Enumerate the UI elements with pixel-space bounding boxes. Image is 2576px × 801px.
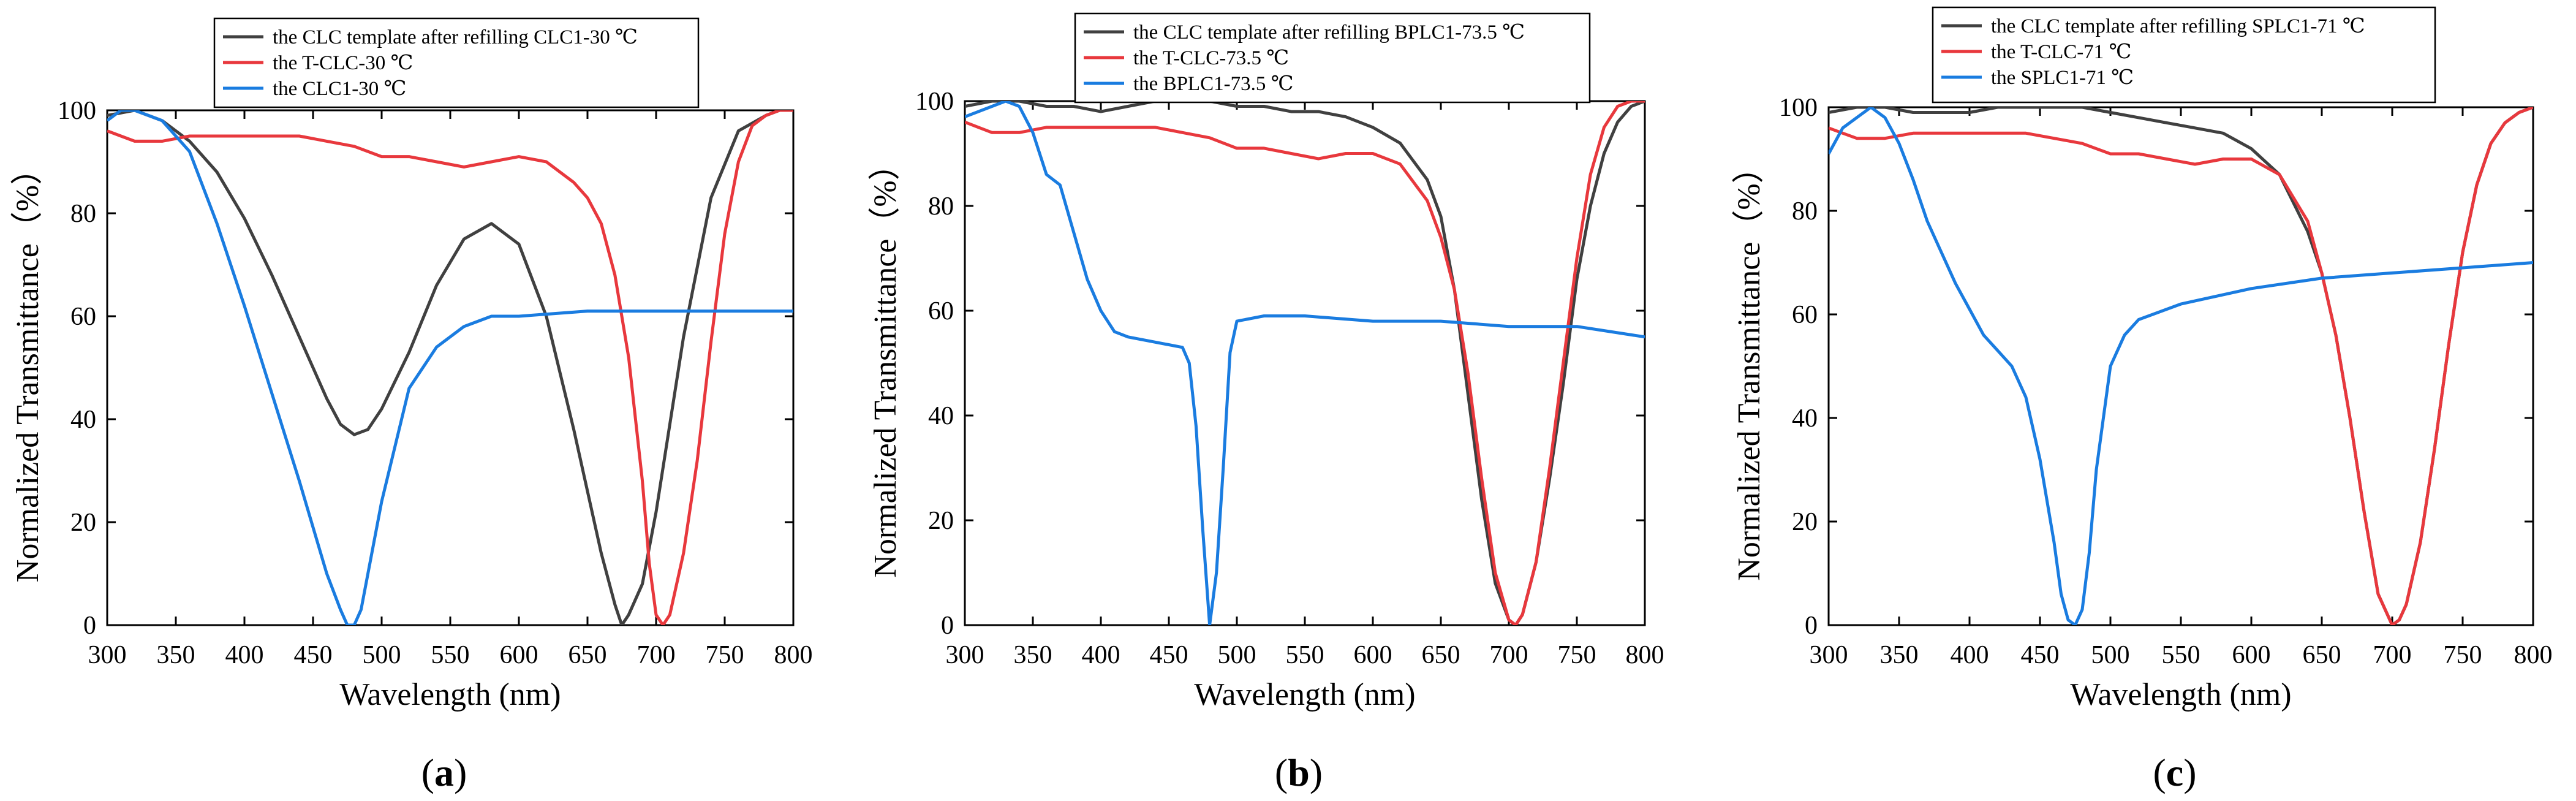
x-tick-label: 350 [1880,641,1919,669]
x-tick-label: 500 [2091,641,2130,669]
x-tick-label: 300 [946,641,984,669]
x-tick-label: 300 [88,641,127,669]
series-line-1 [1829,107,2533,625]
legend-entry: the CLC1-30 ℃ [273,78,406,100]
x-tick-label: 650 [568,641,607,669]
y-tick-label: 0 [1805,612,1818,640]
y-tick-label: 100 [58,97,96,125]
x-tick-label: 500 [363,641,401,669]
x-tick-label: 500 [1218,641,1256,669]
panel-caption: (a) [421,751,467,794]
y-tick-label: 60 [70,303,96,331]
x-tick-label: 450 [1150,641,1188,669]
y-tick-label: 20 [1792,508,1818,536]
x-tick-label: 450 [2021,641,2060,669]
x-tick-label: 750 [2444,641,2482,669]
legend-entry: the SPLC1-71 ℃ [1991,67,2134,89]
x-tick-label: 400 [225,641,264,669]
y-tick-label: 20 [928,507,954,535]
x-tick-label: 550 [2162,641,2200,669]
x-tick-label: 600 [500,641,538,669]
chart-panel-a: 300 350 400 450 500 550 600 650 700 750 800 0 20 40 60… [10,17,813,794]
x-tick-label: 800 [2514,641,2553,669]
series-line-2 [1829,107,2533,625]
legend-box [1932,6,2436,104]
y-axis-label: Normalized Transmittance（%） [1732,151,1767,580]
panel-caption: (b) [1275,751,1323,794]
x-tick-label: 600 [1354,641,1392,669]
y-tick-label: 0 [941,612,954,640]
panel-letter: c [2166,751,2183,794]
series-line-1 [107,110,793,625]
legend-entry: the T-CLC-71 ℃ [1991,41,2131,63]
x-tick-label: 800 [774,641,813,669]
series-line-3 [965,101,1645,625]
y-tick-label: 60 [928,297,954,325]
x-tick-label: 750 [1558,641,1596,669]
x-axis-label: Wavelength (nm) [2070,677,2291,712]
x-tick-label: 700 [2373,641,2412,669]
x-tick-label: 600 [2232,641,2271,669]
y-tick-label: 40 [70,406,96,434]
y-tick-label: 100 [1779,94,1818,122]
legend-entry: the CLC template after refilling SPLC1-7… [1991,15,2365,37]
series-line-3 [107,110,793,625]
chart-panel-c: 300 350 400 450 500 550 600 650 700 750 800 0 20 40 60… [1732,6,2553,794]
legend-entry: the T-CLC-73.5 ℃ [1133,47,1289,69]
plot-frame [1827,106,2534,626]
series-line-2 [107,110,793,625]
legend-box [1074,12,1591,104]
x-tick-label: 650 [1422,641,1460,669]
x-axis-label: Wavelength (nm) [339,677,561,712]
y-tick-label: 60 [1792,301,1818,329]
x-tick-label: 550 [431,641,470,669]
y-tick-label: 80 [70,200,96,228]
panel-caption: (c) [2153,751,2196,794]
x-tick-label: 550 [1286,641,1324,669]
y-tick-label: 80 [928,192,954,221]
legend-entry: the BPLC1-73.5 ℃ [1133,73,1294,95]
legend-box [213,17,700,108]
series-line-1 [965,101,1645,625]
panel-letter: a [434,751,454,794]
series-line-3 [1829,107,2533,625]
series-line-2 [965,101,1645,625]
x-tick-label: 450 [294,641,333,669]
x-tick-label: 350 [157,641,195,669]
x-tick-label: 700 [637,641,676,669]
legend-entry: the CLC template after refilling CLC1-30… [273,26,638,48]
y-tick-label: 40 [1792,404,1818,433]
x-tick-label: 400 [1082,641,1120,669]
panel-letter: b [1288,751,1310,794]
y-tick-label: 40 [928,402,954,430]
x-tick-label: 300 [1810,641,1848,669]
legend-entry: the T-CLC-30 ℃ [273,52,413,74]
y-tick-label: 80 [1792,197,1818,226]
y-tick-label: 100 [915,88,954,116]
y-tick-label: 0 [83,612,96,640]
x-tick-label: 400 [1951,641,1989,669]
plot-frame [964,100,1646,626]
y-axis-label: Normalized Transmittance（%） [10,153,45,582]
chart-panel-b: 300 350 400 450 500 550 600 650 700 750 800 0 20 40 60… [868,12,1664,794]
x-tick-label: 750 [706,641,744,669]
x-tick-label: 800 [1626,641,1664,669]
x-tick-label: 700 [1490,641,1528,669]
plot-frame [106,109,795,626]
legend-entry: the CLC template after refilling BPLC1-7… [1133,21,1525,44]
x-tick-label: 350 [1014,641,1052,669]
y-axis-label: Normalized Transmittance（%） [868,148,903,577]
x-tick-label: 650 [2303,641,2341,669]
y-tick-label: 20 [70,509,96,537]
x-axis-label: Wavelength (nm) [1194,677,1415,712]
